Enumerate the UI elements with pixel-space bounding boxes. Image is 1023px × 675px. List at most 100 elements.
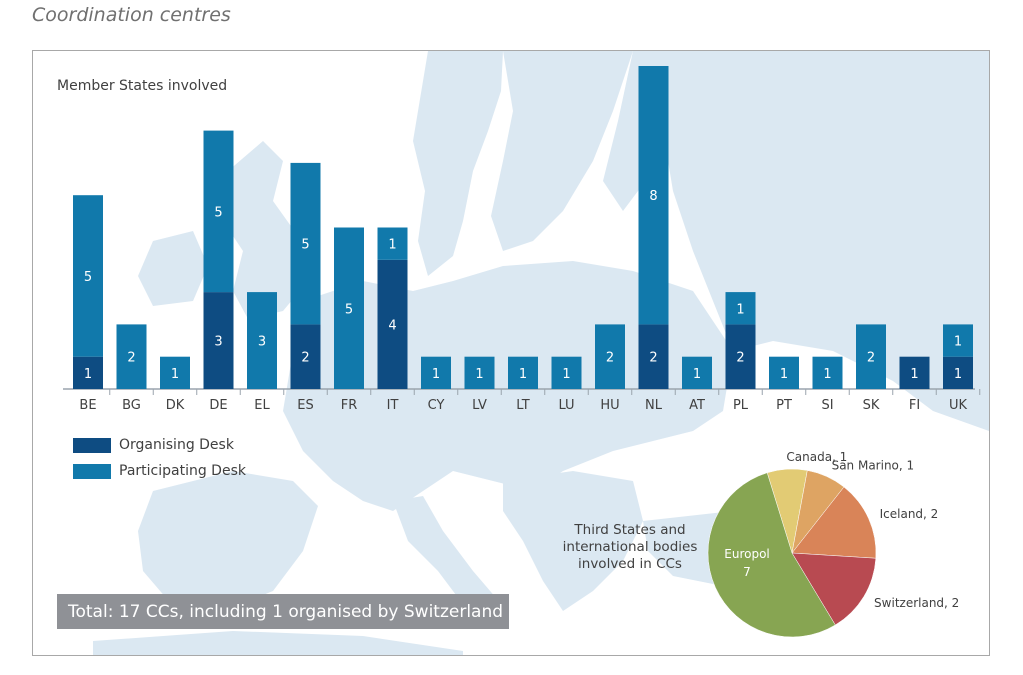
x-tick-label: BE	[79, 398, 96, 413]
x-tick-label: SK	[863, 398, 880, 413]
bar-value-label: 1	[954, 367, 962, 382]
map-ireland	[138, 231, 208, 306]
bar-value-label: 2	[127, 351, 135, 366]
bar-value-label: 2	[649, 351, 657, 366]
x-tick-label: ES	[297, 398, 313, 413]
bar-value-label: 5	[214, 205, 222, 220]
bar-value-label: 1	[171, 367, 179, 382]
bar-PL-organising	[725, 324, 756, 389]
bar-BG-participating	[116, 324, 147, 389]
chart-panel: 1 5 2 1 3 5 3 2 5 5 4 1 1 1 1 1 2 2 8 1 2 1 1 1 2 1 1 1 BE BG DK DE EL E…	[32, 50, 990, 656]
bar-FI-organising	[899, 356, 930, 389]
pie-slice-switzerland	[791, 552, 877, 626]
x-tick-label: HU	[600, 398, 619, 413]
bar-value-label: 5	[84, 270, 92, 285]
pie-label-value: 7	[743, 565, 751, 579]
bar-value-label: 2	[606, 351, 614, 366]
bar-value-label: 1	[432, 367, 440, 382]
map-north-africa	[93, 631, 463, 655]
legend-participating: Participating Desk	[73, 462, 246, 480]
pie-caption-line-2: international bodies	[562, 539, 698, 555]
bar-ES-participating	[290, 162, 321, 325]
bar-value-label: 1	[475, 367, 483, 382]
bar-value-label: 3	[214, 335, 222, 350]
bar-SI-participating	[812, 356, 843, 389]
pie-slice-iceland	[791, 486, 877, 559]
bar-PT-participating	[769, 356, 799, 389]
pie-label: Switzerland, 2	[874, 596, 959, 610]
x-tick-label: DK	[166, 398, 185, 413]
bar-value-label: 2	[301, 351, 309, 366]
x-tick-label: IT	[387, 398, 399, 413]
x-tick-label: PT	[776, 398, 792, 413]
bar-LT-participating	[508, 356, 538, 389]
x-tick-label: UK	[949, 398, 968, 413]
bar-value-label: 5	[345, 302, 353, 317]
bar-UK-organising	[943, 356, 973, 389]
x-tick-label: FR	[341, 398, 358, 413]
x-tick-label: LT	[516, 398, 529, 413]
x-tick-label: AT	[689, 398, 705, 413]
map-iberia	[138, 471, 318, 611]
bar-value-label: 2	[736, 351, 744, 366]
legend-swatch-organising	[73, 437, 111, 453]
x-tick-label: CY	[428, 398, 445, 413]
bar-IT-organising	[377, 259, 408, 389]
bar-BE-participating	[73, 195, 103, 357]
pie-slices-group	[707, 468, 877, 638]
x-tick-label: SI	[821, 398, 833, 413]
bar-AT-participating	[682, 356, 712, 389]
bar-LU-participating	[551, 356, 582, 389]
pie-caption: Third States and international bodies in…	[547, 522, 713, 573]
map-balkans	[503, 471, 643, 611]
bar-value-label: 1	[519, 367, 527, 382]
bar-BE-organising	[73, 356, 103, 389]
map-scandinavia	[413, 51, 503, 276]
legend-label-participating: Participating Desk	[119, 463, 246, 479]
bars-group: 1 5 2 1 3 5 3 2 5 5 4 1 1 1 1 1 2 2 8 1 2 1 1 1 2 1 1 1	[73, 66, 973, 389]
bar-value-label: 1	[562, 367, 570, 382]
pie-label: Iceland, 2	[880, 507, 939, 521]
bar-value-label: 4	[388, 318, 396, 333]
legend-swatch-participating	[73, 463, 111, 479]
bar-value-label: 1	[910, 367, 918, 382]
bar-value-label: 1	[84, 367, 92, 382]
legend-organising: Organising Desk	[73, 436, 234, 454]
x-tick-label: NL	[645, 398, 663, 413]
bar-value-label: 1	[693, 367, 701, 382]
pie-caption-line-3: involved in CCs	[578, 556, 682, 572]
x-tick-label: PL	[733, 398, 749, 413]
total-summary-box: Total: 17 CCs, including 1 organised by …	[57, 594, 509, 629]
legend-label-organising: Organising Desk	[119, 437, 234, 453]
page-title: Coordination centres	[32, 4, 231, 26]
pie-label: Canada, 1	[786, 450, 847, 464]
bar-value-label: 1	[780, 367, 788, 382]
bar-NL-organising	[638, 324, 669, 389]
bar-value-label: 2	[867, 351, 875, 366]
bar-value-label: 1	[954, 335, 962, 350]
pie-slice-europol	[707, 472, 836, 638]
bar-FR-participating	[334, 227, 364, 389]
bar-PL-participating	[725, 292, 756, 325]
bar-HU-participating	[595, 324, 625, 389]
bar-value-label: 1	[736, 302, 744, 317]
x-axis-ticks: BE BG DK DE EL ES FR IT CY LV LT LU HU NL AT PL PT SI SK FI…	[79, 389, 981, 413]
bar-value-label: 3	[258, 335, 266, 350]
x-tick-label: BG	[122, 398, 141, 413]
bar-SK-participating	[856, 324, 886, 389]
bar-NL-participating	[638, 66, 669, 325]
bar-LV-participating	[464, 356, 495, 389]
bar-value-label: 5	[301, 238, 309, 253]
bar-DE-organising	[203, 292, 234, 389]
bar-chart-title: Member States involved	[57, 78, 228, 94]
pie-caption-line-1: Third States and	[574, 522, 686, 538]
bar-value-label: 1	[388, 238, 396, 253]
bar-ES-organising	[290, 324, 321, 389]
bar-IT-participating	[377, 227, 408, 260]
bar-UK-participating	[943, 324, 973, 357]
bar-value-label: 1	[823, 367, 831, 382]
bar-value-label: 8	[649, 189, 657, 204]
x-tick-label: LU	[558, 398, 574, 413]
pie-label-name: Europol	[724, 547, 770, 561]
